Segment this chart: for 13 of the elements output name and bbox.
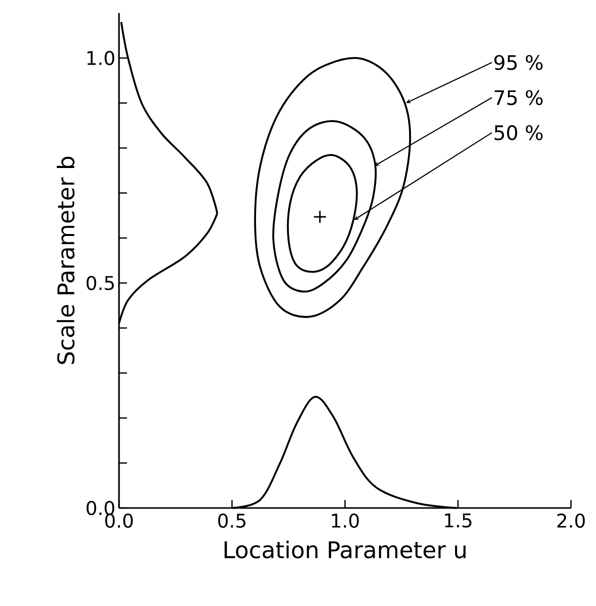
x-axis-title: Location Parameter u xyxy=(224,540,466,558)
x-tick-label: 2.0 xyxy=(557,514,585,528)
x-tick-label: 1.5 xyxy=(445,514,472,528)
y-tick-label: 0.5 xyxy=(86,276,114,290)
annotation: 95 % xyxy=(494,54,543,70)
annotation: 50 % xyxy=(494,125,543,140)
x-tick-label: 0.5 xyxy=(218,514,246,528)
y-axis-title: Scale Parameter b xyxy=(56,156,75,364)
x-tick-label: 0.0 xyxy=(105,514,133,528)
x-tick-label: 1.0 xyxy=(332,514,359,528)
y-tick-label: 1.0 xyxy=(87,50,114,66)
annotation: 75 % xyxy=(494,90,543,106)
y-tick-label: 0.0 xyxy=(86,500,114,516)
